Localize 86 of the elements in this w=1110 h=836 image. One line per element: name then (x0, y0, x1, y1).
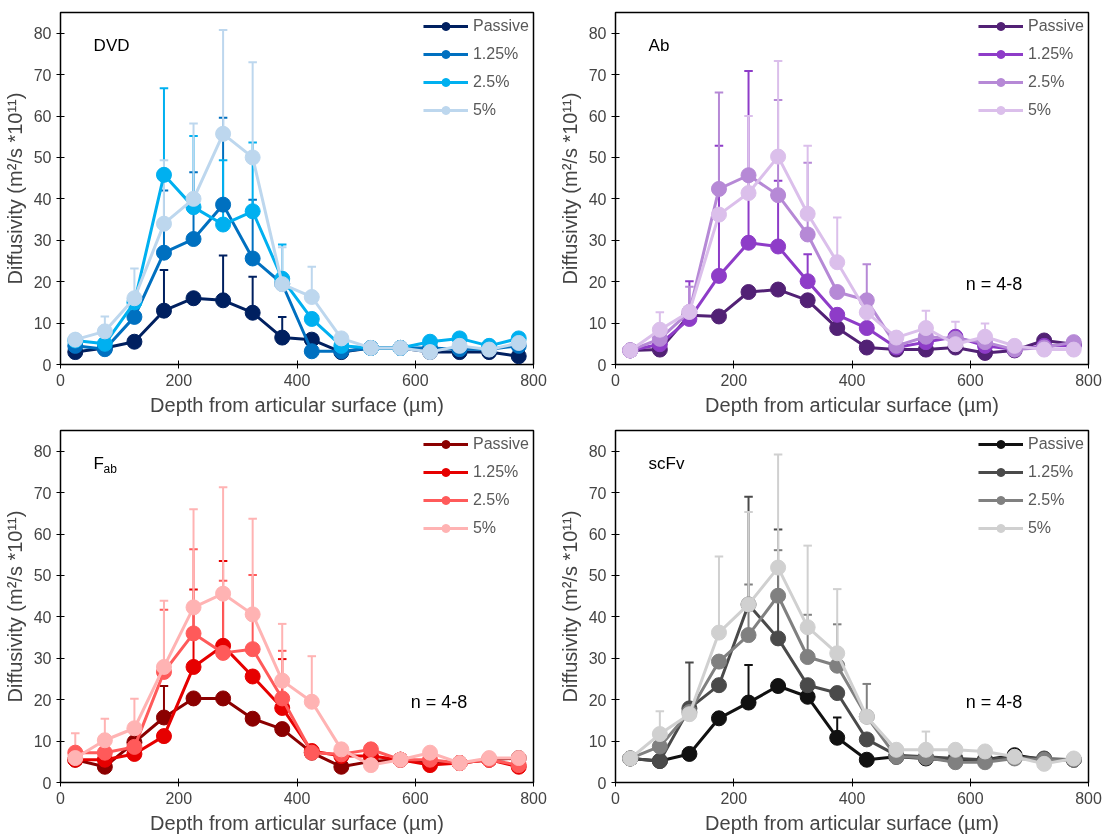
x-tick-label: 0 (611, 789, 621, 807)
y-tick-label: 80 (33, 443, 52, 461)
legend-label: 2.5% (1027, 73, 1065, 91)
x-tick-label: 200 (720, 371, 748, 389)
y-tick-label: 20 (33, 691, 52, 709)
y-axis-title: Diffusivity (m²/s *10¹¹) (3, 510, 26, 703)
y-tick-label: 80 (33, 25, 52, 43)
text: Ab (648, 35, 670, 55)
y-tick-label: 20 (588, 691, 607, 709)
text: DVD (93, 35, 130, 55)
y-tick-label: 30 (588, 650, 607, 668)
legend-label: 1.25% (1027, 45, 1074, 63)
y-tick-label: 60 (588, 526, 607, 544)
y-tick-label: 40 (33, 190, 52, 208)
x-tick-label: 400 (283, 371, 311, 389)
y-tick-label: 10 (33, 733, 52, 751)
x-tick-label: 800 (520, 789, 547, 807)
y-tick-label: 30 (33, 650, 52, 668)
x-tick-label: 600 (401, 371, 429, 389)
x-axis-title: Depth from articular surface (µm) (705, 393, 999, 416)
y-tick-label: 0 (42, 774, 52, 792)
x-tick-label: 0 (56, 789, 66, 807)
legend-label: 5% (472, 101, 497, 119)
y-tick-label: 50 (588, 567, 607, 585)
legend-label: 5% (1027, 519, 1052, 537)
y-tick-label: 50 (33, 567, 52, 585)
y-tick-label: 0 (597, 356, 607, 374)
y-tick-label: 50 (33, 149, 52, 167)
y-tick-label: 60 (33, 108, 52, 126)
y-tick-label: 20 (588, 273, 607, 291)
y-tick-label: 10 (33, 315, 52, 333)
x-tick-label: 0 (56, 371, 66, 389)
y-tick-label: 20 (33, 273, 52, 291)
y-tick-label: 0 (42, 356, 52, 374)
legend-label: Passive (472, 17, 529, 35)
x-tick-label: 600 (956, 371, 984, 389)
x-axis-title: Depth from articular surface (µm) (150, 393, 444, 416)
legend-label: Passive (472, 435, 529, 453)
y-tick-label: 10 (588, 315, 607, 333)
y-axis-title: Diffusivity (m²/s *10¹¹) (3, 92, 26, 285)
y-tick-label: 50 (588, 149, 607, 167)
y-tick-label: 10 (588, 733, 607, 751)
legend-label: 2.5% (472, 491, 510, 509)
legend-label: 5% (1027, 101, 1052, 119)
legend-label: 1.25% (472, 463, 519, 481)
legend-label: Passive (1027, 17, 1084, 35)
y-tick-label: 30 (33, 232, 52, 250)
y-axis-title: Diffusivity (m²/s *10¹¹) (558, 510, 581, 703)
x-tick-label: 400 (838, 789, 866, 807)
x-axis-title: Depth from articular surface (µm) (150, 811, 444, 834)
y-tick-label: 80 (588, 25, 607, 43)
y-tick-label: 70 (588, 66, 607, 84)
y-tick-label: 30 (588, 232, 607, 250)
legend-label: 5% (472, 519, 497, 537)
x-tick-label: 400 (283, 789, 311, 807)
annotation: n = 4-8 (410, 692, 468, 713)
x-tick-label: 200 (165, 371, 193, 389)
legend-label: 2.5% (472, 73, 510, 91)
y-tick-label: 70 (588, 484, 607, 502)
y-tick-label: 60 (588, 108, 607, 126)
x-tick-label: 200 (165, 789, 193, 807)
x-axis-title: Depth from articular surface (µm) (705, 811, 999, 834)
annotation: n = 4-8 (965, 692, 1023, 713)
y-tick-label: 60 (33, 526, 52, 544)
text: scFv (648, 453, 685, 473)
y-tick-label: 70 (33, 66, 52, 84)
x-tick-label: 800 (520, 371, 547, 389)
x-tick-label: 800 (1075, 371, 1102, 389)
x-tick-label: 200 (720, 789, 748, 807)
annotation: n = 4-8 (965, 274, 1023, 295)
x-tick-label: 0 (611, 371, 621, 389)
legend-label: 1.25% (472, 45, 519, 63)
x-tick-label: 600 (956, 789, 984, 807)
y-tick-label: 70 (33, 484, 52, 502)
x-tick-label: 800 (1075, 789, 1102, 807)
y-tick-label: 40 (33, 608, 52, 626)
y-tick-label: 40 (588, 190, 607, 208)
legend-label: 2.5% (1027, 491, 1065, 509)
y-axis-title: Diffusivity (m²/s *10¹¹) (558, 92, 581, 285)
legend-label: Passive (1027, 435, 1084, 453)
y-tick-label: 40 (588, 608, 607, 626)
y-tick-label: 80 (588, 443, 607, 461)
y-tick-label: 0 (597, 774, 607, 792)
legend-label: 1.25% (1027, 463, 1074, 481)
x-tick-label: 600 (401, 789, 429, 807)
x-tick-label: 400 (838, 371, 866, 389)
